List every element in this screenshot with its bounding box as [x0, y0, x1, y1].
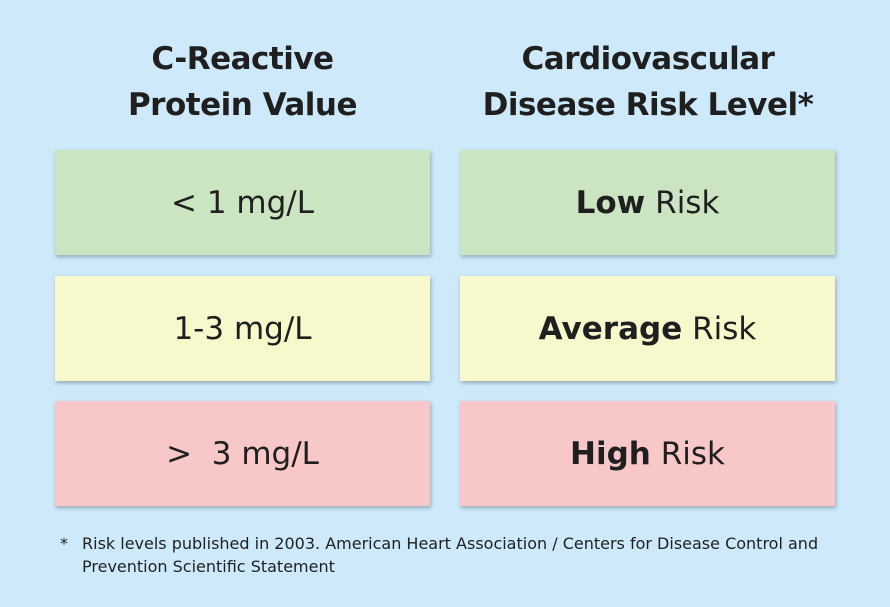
- crp-value-heading-line-1: C-Reactive: [151, 41, 334, 77]
- footnote: * Risk levels published in 2003. America…: [60, 532, 860, 578]
- risk-level-text: Low Risk: [576, 185, 720, 221]
- risk-level-name: High: [570, 435, 651, 472]
- risk-level-name: Low: [575, 184, 646, 221]
- crp-value-cell-average: 1-3 mg/L: [55, 276, 430, 381]
- risk-level-cell-average: Average Risk: [460, 276, 835, 381]
- risk-level-text: Average Risk: [539, 311, 757, 347]
- risk-level-cell-high: High Risk: [460, 401, 835, 506]
- footnote-marker: *: [60, 534, 68, 553]
- risk-level-text: High Risk: [570, 436, 725, 472]
- crp-value-text: 1-3 mg/L: [173, 310, 312, 347]
- risk-level-suffix: Risk: [650, 435, 725, 472]
- risk-level-name: Average: [538, 310, 683, 347]
- footnote-line-1: Risk levels published in 2003. American …: [82, 534, 819, 553]
- crp-value-heading-line-2: Protein Value: [127, 87, 358, 123]
- crp-value-text: > 3 mg/L: [166, 435, 319, 472]
- crp-value-text: < 1 mg/L: [171, 184, 314, 221]
- crp-value-cell-low: < 1 mg/L: [55, 150, 430, 255]
- risk-level-heading: Cardiovascular Disease Risk Level*: [460, 36, 836, 128]
- crp-value-heading: C-Reactive Protein Value: [55, 36, 430, 128]
- risk-level-heading-line-1: Cardiovascular: [521, 41, 775, 77]
- risk-level-suffix: Risk: [682, 310, 757, 347]
- risk-level-heading-line-2: Disease Risk Level*: [482, 87, 814, 123]
- risk-level-cell-low: Low Risk: [460, 150, 835, 255]
- risk-level-suffix: Risk: [645, 184, 720, 221]
- footnote-line-2: Prevention Scientific Statement: [82, 557, 335, 576]
- crp-value-cell-high: > 3 mg/L: [55, 401, 430, 506]
